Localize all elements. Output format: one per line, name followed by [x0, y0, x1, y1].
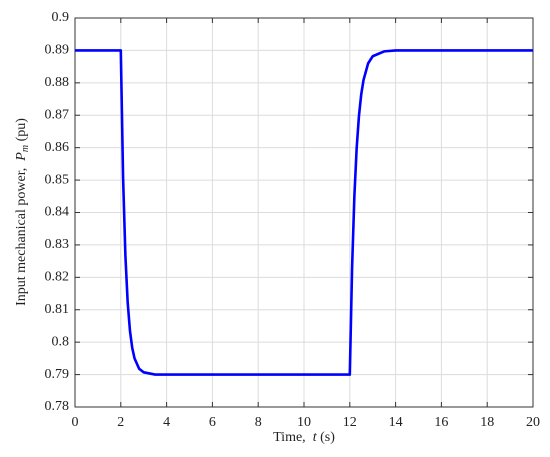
y-tick-label: 0.89	[45, 43, 70, 58]
y-label-text: Input mechanical power,	[14, 161, 29, 306]
x-label-text: Time,	[273, 430, 313, 445]
y-label-var: P	[14, 152, 29, 162]
plot-frame	[74, 17, 534, 408]
y-tick-label: 0.86	[45, 140, 70, 155]
x-label-var: t	[313, 430, 318, 445]
x-tick-label: 18	[480, 415, 494, 430]
y-tick-label: 0.8	[52, 334, 70, 349]
y-tick-label: 0.9	[52, 10, 70, 25]
x-label-unit: (s)	[317, 430, 336, 445]
y-tick-label: 0.81	[45, 302, 70, 317]
x-tick-label: 0	[72, 415, 79, 430]
x-tick-label: 4	[163, 415, 170, 430]
x-tick-label: 10	[297, 415, 311, 430]
x-tick-label: 14	[389, 415, 403, 430]
y-tick-label: 0.82	[45, 270, 70, 285]
x-tick-label: 16	[434, 415, 448, 430]
y-label-sub: m	[20, 145, 31, 152]
y-tick-label: 0.83	[45, 237, 70, 252]
y-tick-label: 0.87	[45, 107, 70, 122]
x-tick-label: 2	[117, 415, 124, 430]
y-tick-label: 0.78	[45, 399, 70, 414]
x-axis-label: Time, t (s)	[273, 430, 335, 445]
x-tick-label: 8	[255, 415, 262, 430]
y-label-unit: (pu)	[14, 118, 29, 145]
y-tick-label: 0.79	[45, 367, 70, 382]
y-tick-label: 0.88	[45, 75, 70, 90]
x-tick-label: 20	[526, 415, 540, 430]
x-tick-label: 12	[343, 415, 357, 430]
y-tick-label: 0.84	[45, 205, 70, 220]
data-line	[75, 49, 533, 376]
y-tick-label: 0.85	[45, 172, 70, 187]
x-tick-label: 6	[209, 415, 216, 430]
y-axis-label: Input mechanical power, Pm (pu)	[14, 118, 31, 306]
